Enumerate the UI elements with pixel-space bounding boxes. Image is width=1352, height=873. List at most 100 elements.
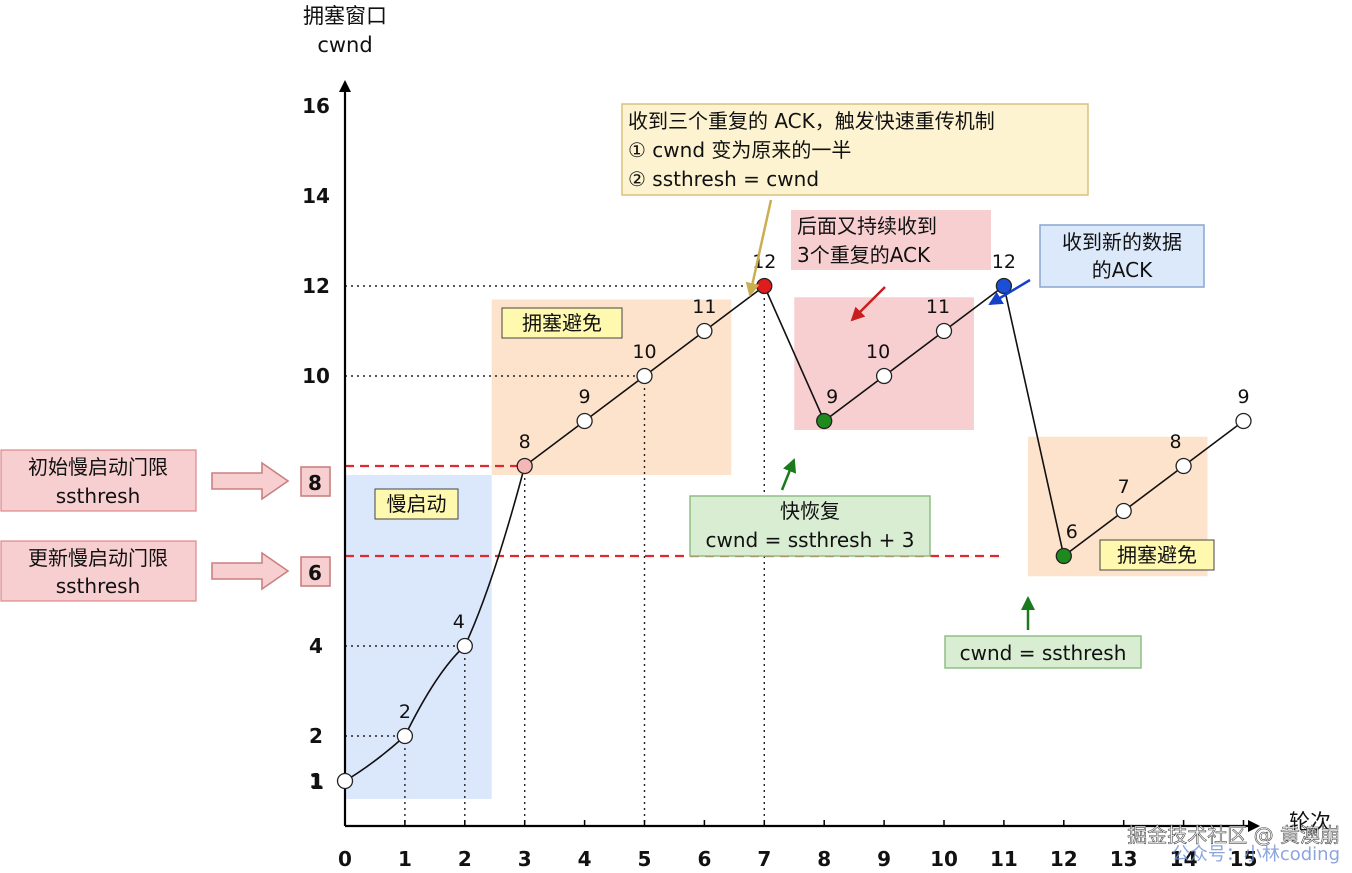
watermark-2: 公众号：小林coding bbox=[1172, 844, 1340, 865]
x-tick-0: 0 bbox=[338, 847, 352, 871]
new-ack-note: 收到新的数据 的ACK bbox=[1039, 224, 1205, 288]
watermark: 掘金技术社区 @ 黄澳崩 bbox=[1127, 823, 1340, 847]
point-0-1 bbox=[336, 772, 354, 790]
point-label-2: 4 bbox=[453, 611, 465, 633]
new-ack-line1: 收到新的数据 bbox=[1062, 230, 1182, 254]
region-0 bbox=[345, 475, 492, 799]
point-9-10 bbox=[875, 367, 893, 385]
new-ack-arrow bbox=[988, 278, 1031, 306]
point-3-8 bbox=[516, 457, 533, 475]
fast-recovery-line1: 快恢复 bbox=[780, 499, 840, 523]
x-tick-7: 7 bbox=[757, 847, 771, 871]
point-label-11: 12 bbox=[992, 251, 1016, 273]
x-tick-6: 6 bbox=[697, 847, 711, 871]
fast-retransmit-line3: ② ssthresh = cwnd bbox=[628, 167, 819, 191]
repeat-dup-ack-note: 后面又持续收到 3个重复的ACK bbox=[791, 210, 991, 270]
x-tick-11: 11 bbox=[990, 847, 1018, 871]
updated-ssthresh-line1: 更新慢启动门限 bbox=[28, 546, 168, 570]
x-tick-10: 10 bbox=[930, 847, 958, 871]
axes bbox=[339, 80, 1260, 832]
y-tick-4: 4 bbox=[309, 634, 323, 658]
point-8-9 bbox=[816, 412, 833, 430]
cwnd-eq-note: cwnd = ssthresh bbox=[944, 635, 1142, 669]
x-tick-2: 2 bbox=[458, 847, 472, 871]
point-13-7 bbox=[1115, 502, 1132, 520]
fast-retransmit-line1: 收到三个重复的 ACK，触发快速重传机制 bbox=[628, 109, 995, 133]
cwnd-eq-line1: cwnd = ssthresh bbox=[960, 641, 1127, 665]
point-label-15: 9 bbox=[1237, 386, 1249, 408]
point-6-11 bbox=[696, 322, 713, 340]
y-axis-title-line1: 拥塞窗口 bbox=[303, 4, 387, 28]
point-5-10 bbox=[636, 367, 653, 385]
region-label-box-3 bbox=[1099, 539, 1215, 571]
ssthresh-6-box: 6 bbox=[300, 556, 331, 587]
region-label-0: 慢启动 bbox=[387, 492, 447, 516]
point-12-6 bbox=[1055, 547, 1072, 565]
point-2-4 bbox=[456, 637, 473, 655]
new-ack-line2: 的ACK bbox=[1092, 258, 1153, 282]
point-10-11 bbox=[935, 322, 953, 340]
point-label-12: 6 bbox=[1066, 521, 1078, 543]
ssthresh-6-label: 6 bbox=[308, 561, 322, 585]
region-label-box-0 bbox=[374, 488, 459, 520]
region-label-1: 拥塞避免 bbox=[522, 311, 602, 335]
x-tick-9: 9 bbox=[877, 847, 891, 871]
point-7-12 bbox=[756, 277, 773, 295]
initial-ssthresh-note: 初始慢启动门限 ssthresh bbox=[0, 449, 197, 512]
region-2 bbox=[794, 297, 974, 430]
initial-ssthresh-line2: ssthresh bbox=[56, 484, 141, 508]
fast-retransmit-arrow bbox=[745, 199, 773, 297]
y-tick-12: 12 bbox=[302, 274, 330, 298]
x-tick-1: 1 bbox=[398, 847, 412, 871]
region-label-3: 拥塞避免 bbox=[1117, 543, 1197, 567]
x-tick-5: 5 bbox=[638, 847, 652, 871]
point-label-4: 9 bbox=[579, 386, 591, 408]
region-label-box-1 bbox=[501, 307, 623, 339]
point-label-9: 10 bbox=[866, 341, 890, 363]
point-4-9 bbox=[576, 412, 593, 430]
x-tick-13: 13 bbox=[1110, 847, 1138, 871]
ssthresh-8-label: 8 bbox=[308, 471, 322, 495]
repeat-dup-ack-line2: 3个重复的ACK bbox=[797, 243, 931, 267]
initial-ssthresh-line1: 初始慢启动门限 bbox=[28, 455, 168, 479]
point-label-3: 8 bbox=[519, 431, 531, 453]
point-15-9 bbox=[1235, 412, 1252, 430]
initial-ssthresh-arrow bbox=[211, 461, 290, 501]
y-tick-14: 14 bbox=[302, 184, 330, 208]
repeat-dup-ack-arrow bbox=[850, 286, 886, 322]
fast-recovery-note: 快恢复 cwnd = ssthresh + 3 bbox=[689, 495, 931, 557]
point-11-12 bbox=[995, 277, 1013, 295]
point-label-13: 7 bbox=[1118, 476, 1130, 498]
y-tick-1-label: 1 bbox=[310, 770, 324, 794]
updated-ssthresh-arrow bbox=[211, 551, 290, 591]
x-tick-14: 14 bbox=[1170, 847, 1198, 871]
ssthresh-8-box: 8 bbox=[300, 466, 331, 497]
updated-ssthresh-note: 更新慢启动门限 ssthresh bbox=[0, 540, 197, 602]
point-1-2 bbox=[396, 727, 414, 745]
updated-ssthresh-line2: ssthresh bbox=[56, 574, 141, 598]
fast-recovery-line2: cwnd = ssthresh + 3 bbox=[706, 528, 915, 552]
point-label-1: 2 bbox=[399, 701, 411, 723]
y-axis-title-line2: cwnd bbox=[317, 33, 372, 57]
x-axis-title: 轮次 bbox=[1289, 810, 1331, 834]
y-tick-16: 16 bbox=[302, 94, 330, 118]
y-tick-1: 1 bbox=[309, 769, 323, 793]
point-label-10: 11 bbox=[926, 296, 950, 318]
point-label-14: 8 bbox=[1170, 431, 1182, 453]
x-tick-4: 4 bbox=[578, 847, 592, 871]
y-tick-2: 2 bbox=[309, 724, 323, 748]
x-tick-15: 15 bbox=[1230, 847, 1258, 871]
fast-retransmit-note: 收到三个重复的 ACK，触发快速重传机制 ① cwnd 变为原来的一半 ② ss… bbox=[621, 103, 1089, 196]
fast-retransmit-line2: ① cwnd 变为原来的一半 bbox=[628, 138, 851, 162]
x-tick-8: 8 bbox=[817, 847, 831, 871]
x-tick-12: 12 bbox=[1050, 847, 1078, 871]
y-tick-10: 10 bbox=[302, 364, 330, 388]
point-label-6: 11 bbox=[692, 296, 716, 318]
series-slow-start bbox=[344, 465, 526, 782]
repeat-dup-ack-line1: 后面又持续收到 bbox=[797, 214, 937, 238]
x-tick-3: 3 bbox=[518, 847, 532, 871]
point-label-5: 10 bbox=[632, 341, 656, 363]
point-label-8: 9 bbox=[826, 386, 838, 408]
point-14-8 bbox=[1175, 457, 1192, 475]
